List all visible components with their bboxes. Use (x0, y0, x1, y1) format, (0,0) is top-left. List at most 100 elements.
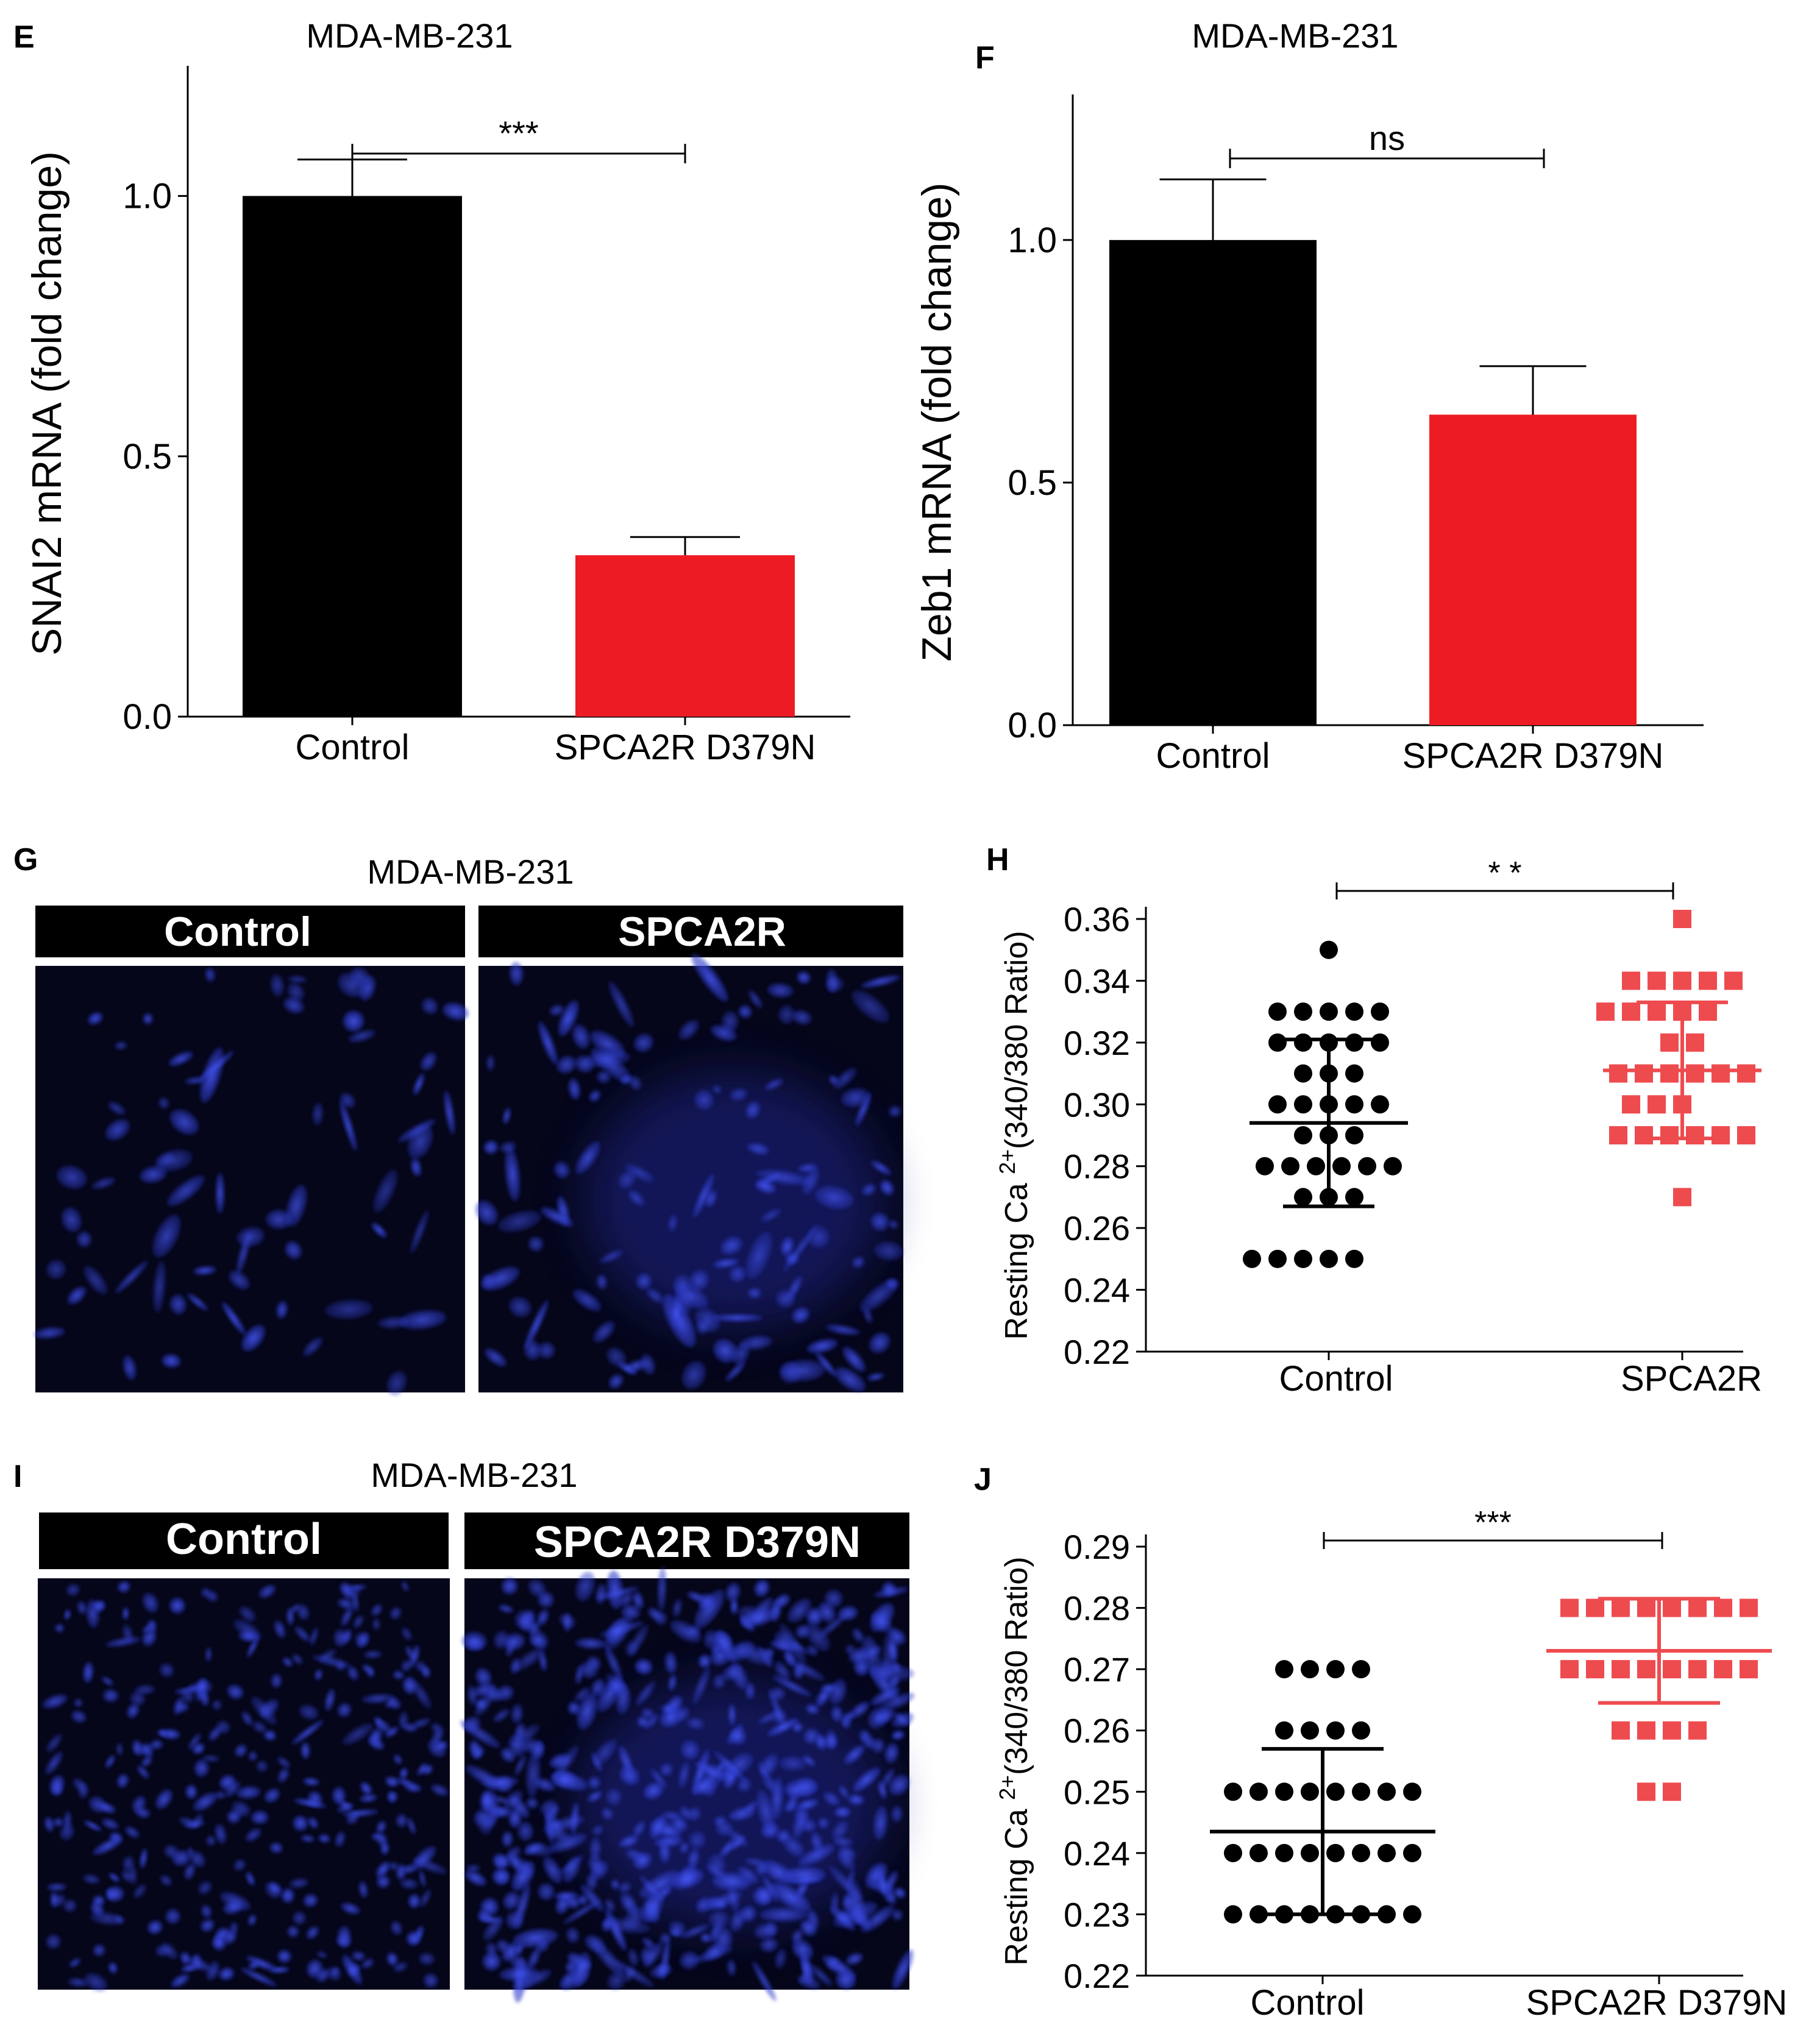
micro-i1-cell-217 (358, 1881, 368, 1898)
micro-i1-cell-209 (269, 1842, 283, 1853)
micro-g1-cell-5 (67, 1286, 86, 1305)
micro-g2-cell-57 (797, 971, 811, 984)
micro-i2-cell-157 (725, 1583, 741, 1601)
micro-g2-cell-92 (745, 1101, 760, 1119)
micro-i1-cell-2 (235, 1744, 247, 1757)
micro-i1-cell-46 (198, 1881, 212, 1895)
h-point-treated-1-3 (1699, 971, 1717, 990)
micro-i2-cell-300 (577, 1895, 588, 1906)
j-point-treated-2-2 (1663, 1721, 1681, 1740)
micro-i1-cell-127 (291, 1720, 324, 1745)
micro-i2-cell-277 (659, 1763, 673, 1776)
micro-i2-cell-111 (844, 1711, 855, 1722)
micro-i2-cell-195 (870, 1687, 900, 1706)
micro-i1-cell-247 (93, 1837, 123, 1855)
j-y-tick-label-1: 0.23 (1064, 1895, 1130, 1934)
h-point-control-8-1 (1268, 1249, 1287, 1268)
f-bar-control (1109, 239, 1317, 725)
micro-i1-cell-165 (224, 1781, 241, 1797)
micro-i2-cell-137 (633, 1591, 644, 1609)
micro-i1-cell-284 (417, 1762, 427, 1776)
micro-i1-cell-257 (125, 1826, 140, 1839)
micro-i1-cell-144 (205, 1647, 212, 1662)
micro-i2-cell-424 (833, 1837, 853, 1847)
micro-i2-cell-159 (525, 1752, 541, 1798)
micro-i2-cell-129 (771, 1708, 787, 1724)
micro-i2-cell-442 (554, 1745, 578, 1779)
micro-i2-cell-222 (504, 1790, 523, 1810)
micro-i1-cell-271 (151, 1739, 163, 1750)
micro-i2-cell-181 (775, 1948, 786, 1969)
micro-i2-cell-399 (577, 1692, 598, 1730)
micro-g2-cell-129 (704, 1190, 717, 1208)
micro-i1-cell-23 (337, 1598, 354, 1609)
micro-i2-cell-118 (880, 1692, 915, 1711)
micro-g2-cell-35 (851, 1256, 865, 1268)
micro-g2-cell-51 (778, 1005, 795, 1024)
micro-g1-cell-49 (410, 1210, 428, 1254)
micro-i2-cell-270 (844, 1745, 865, 1764)
micro-i2-cell-429 (730, 1728, 747, 1745)
j-y-tick-label-5: 0.27 (1064, 1650, 1130, 1689)
panel-letter-f: F (975, 40, 995, 76)
micro-i2-cell-258 (820, 1683, 838, 1693)
micro-g2-cell-124 (541, 1207, 574, 1227)
micro-g2-cell-50 (874, 1241, 904, 1261)
micro-i1-cell-210 (352, 1592, 359, 1612)
micro-i2-cell-239 (579, 1661, 598, 1678)
micro-i2-cell-341 (671, 1817, 688, 1832)
micro-i1-cell-20 (409, 1645, 420, 1667)
micro-g2-cell-2 (842, 1347, 866, 1372)
h-point-treated-4-4 (1712, 1064, 1730, 1083)
micro-i1-cell-169 (66, 1584, 80, 1596)
micro-g2-cell-37 (498, 1210, 541, 1232)
micro-i2-cell-398 (757, 1887, 772, 1904)
micro-g2-cell-60 (833, 1068, 857, 1089)
h-point-control-4-3 (1345, 1095, 1363, 1114)
micro-g1-cell-25 (115, 1041, 127, 1050)
f-y-axis-label: Zeb1 mRNA (fold change) (914, 182, 960, 661)
micro-g2-cell-45 (524, 1300, 549, 1349)
h-y-tick-label-7: 0.36 (1064, 900, 1130, 938)
micro-g1-cell-8 (241, 1325, 266, 1352)
h-point-treated-6-0 (1609, 1126, 1627, 1144)
micro-i2-cell-425 (786, 1792, 798, 1811)
chart-f-zeb1: 0.0 0.5 1.0 Zeb1 mRNA (fold change) Control S… (914, 94, 1704, 776)
micro-i1-cell-94 (162, 1942, 178, 1960)
micro-i2-cell-350 (736, 1644, 774, 1665)
h-y-tick-label-0: 0.22 (1064, 1333, 1130, 1371)
micro-i1-cell-134 (201, 1919, 215, 1932)
micro-g1-cell-48 (88, 1012, 103, 1025)
panel-letter-i: I (13, 1459, 22, 1494)
micro-i2-cell-215 (831, 1820, 849, 1841)
micro-i1-cell-226 (376, 1861, 390, 1878)
micro-g2-cell-72 (693, 1174, 714, 1218)
micro-i2-cell-412 (616, 1684, 631, 1714)
micro-label-i-d379n: SPCA2R D379N (534, 1518, 861, 1567)
micro-i2-cell-404 (688, 1848, 700, 1870)
micro-i2-cell-140 (738, 1777, 752, 1792)
micro-i1-cell-277 (287, 1926, 299, 1938)
micro-i1-cell-267 (352, 1951, 366, 1961)
micro-i1-cell-25 (306, 1926, 319, 1939)
micro-i2-cell-311 (887, 1890, 897, 1905)
micro-i1-cell-141 (316, 1951, 327, 1959)
j-point-treated-1-3 (1637, 1660, 1655, 1679)
e-x-tick-label-1: SPCA2R D379N (555, 728, 816, 767)
micro-g2-cell-48 (870, 1212, 889, 1231)
j-x-tick-label-1: SPCA2R D379N (1526, 1983, 1788, 2023)
micro-label-g-spca2r: SPCA2R (618, 909, 786, 955)
micro-i1-cell-44 (319, 1649, 336, 1662)
micro-g2-cell-99 (573, 1289, 602, 1311)
micro-i1-cell-218 (123, 1607, 129, 1620)
micro-i2-cell-322 (619, 1881, 631, 1893)
micro-g2-cell-86 (538, 1021, 558, 1065)
micro-i2-cell-383 (595, 1586, 639, 1600)
micro-g1-cell-28 (399, 1310, 447, 1330)
micro-i2-cell-436 (655, 1962, 670, 1977)
micro-i2-cell-400 (575, 1665, 583, 1684)
micro-i1-cell-150 (71, 1710, 87, 1723)
micro-g2-cell-115 (825, 977, 844, 992)
j-point-control-3-3 (1301, 1843, 1319, 1862)
micro-g2-cell-67 (599, 1250, 624, 1263)
